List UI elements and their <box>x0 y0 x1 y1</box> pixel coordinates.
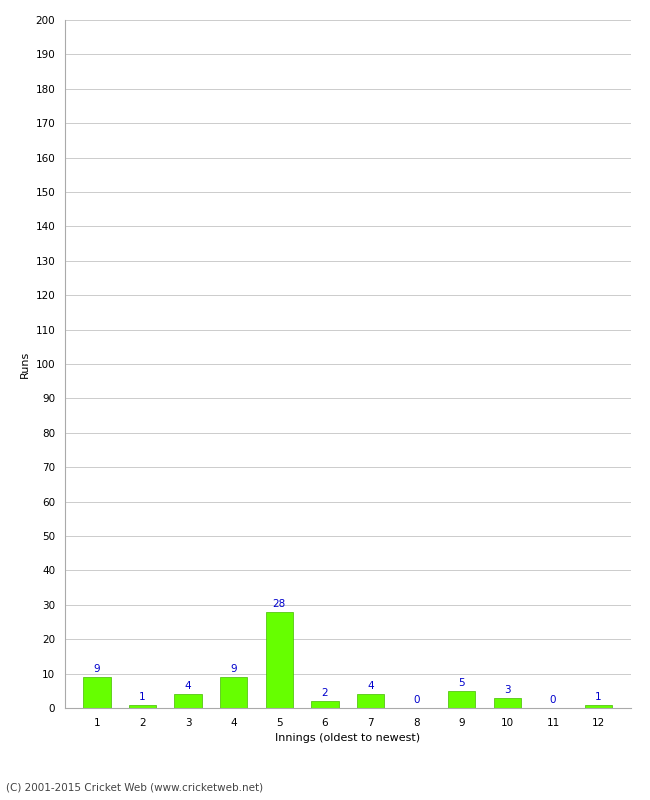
Text: 0: 0 <box>550 695 556 706</box>
Text: 28: 28 <box>273 599 286 609</box>
Bar <box>357 694 384 708</box>
Text: 4: 4 <box>367 682 374 691</box>
Bar <box>83 677 111 708</box>
Text: 3: 3 <box>504 685 511 695</box>
Y-axis label: Runs: Runs <box>20 350 30 378</box>
Text: 2: 2 <box>322 688 328 698</box>
Text: (C) 2001-2015 Cricket Web (www.cricketweb.net): (C) 2001-2015 Cricket Web (www.cricketwe… <box>6 782 264 792</box>
Text: 1: 1 <box>139 692 146 702</box>
Text: 9: 9 <box>231 664 237 674</box>
Bar <box>174 694 202 708</box>
Bar <box>220 677 248 708</box>
Bar <box>311 701 339 708</box>
Text: 9: 9 <box>94 664 100 674</box>
Text: 1: 1 <box>595 692 602 702</box>
Bar <box>129 705 156 708</box>
Bar <box>448 690 475 708</box>
Bar <box>266 612 293 708</box>
Text: 0: 0 <box>413 695 419 706</box>
Text: 4: 4 <box>185 682 192 691</box>
X-axis label: Innings (oldest to newest): Innings (oldest to newest) <box>275 734 421 743</box>
Bar <box>494 698 521 708</box>
Bar <box>585 705 612 708</box>
Text: 5: 5 <box>458 678 465 688</box>
